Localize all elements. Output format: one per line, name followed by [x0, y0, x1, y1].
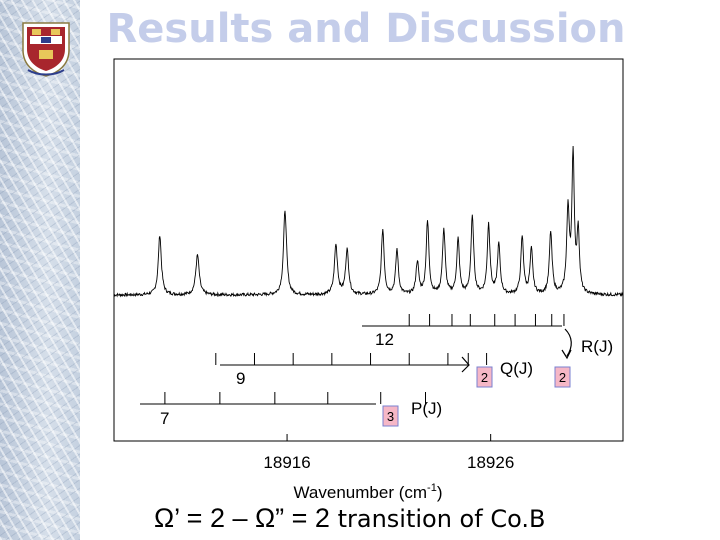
branch-0-box	[554, 366, 571, 388]
transition-formula: Ω’ = 2 – Ω” = 2 transition of Co.B	[154, 503, 545, 534]
branch-2-box-label: 3	[387, 409, 394, 424]
branch-1-name: Q(J)	[500, 359, 533, 378]
formula-main: Ω’ = 2 – Ω” = 2	[154, 503, 330, 533]
university-crest-logo	[22, 22, 70, 77]
branch-2-box	[382, 405, 399, 427]
branch-1-start-label: 9	[236, 369, 245, 388]
x-axis-label: Wavenumber (cm-1)	[294, 482, 443, 502]
plot-frame	[113, 58, 624, 442]
q-branch-arrowhead	[461, 356, 470, 373]
r-branch-arrow	[564, 328, 572, 357]
frost-sidebar-decoration	[0, 0, 80, 540]
formula-tail: transition of Co.B	[329, 505, 546, 533]
x-axis-ticks: 18916 18926	[263, 434, 514, 472]
branch-2-name: P(J)	[411, 399, 442, 418]
branch-1: 9 Q(J) 2	[215, 353, 533, 388]
branch-2-start-label: 7	[160, 409, 169, 428]
x-tick-label-1: 18926	[467, 453, 514, 472]
r-branch-arrowhead	[561, 349, 572, 360]
branch-0-start-label: 12	[375, 330, 394, 349]
slide-title: Results and Discussion	[106, 6, 626, 52]
x-tick-label-0: 18916	[263, 453, 310, 472]
spectrum-trace	[113, 145, 624, 298]
branch-0-name: R(J)	[581, 337, 613, 356]
branch-assignments: 12 R(J) 2 9 Q(J) 2 7 P(J) 3	[140, 314, 613, 428]
branch-0-box-label: 2	[559, 370, 566, 385]
branch-1-box-label: 2	[481, 370, 488, 385]
branch-2: 7 P(J) 3	[140, 392, 442, 428]
branch-1-box	[476, 366, 493, 388]
branch-0: 12 R(J) 2	[362, 314, 613, 388]
